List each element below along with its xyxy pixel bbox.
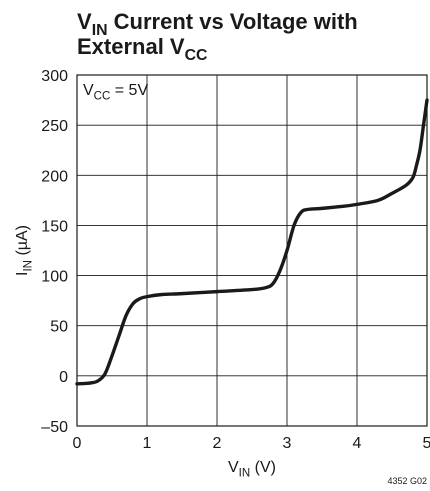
- title-line-1-main: V: [77, 9, 92, 34]
- series-group: [75, 98, 429, 386]
- x-tick-labels: 0 1 2 3 4 5: [73, 435, 430, 452]
- series-line-0: [75, 98, 429, 386]
- y-tick-label: 50: [50, 319, 68, 336]
- title-line-1-subscript: IN: [92, 22, 108, 39]
- title-line-2-subscript: CC: [185, 47, 208, 64]
- y-tick-label: –50: [41, 419, 68, 436]
- title-line-1: VIN Current vs Voltage with: [77, 9, 358, 39]
- y-tick-label: 300: [41, 68, 68, 85]
- y-tick-label: 100: [41, 269, 68, 286]
- x-axis-label-text-rest: (V): [250, 459, 276, 476]
- grid-lines: [77, 75, 427, 426]
- vcc-annotation-text-rest: = 5V: [110, 82, 148, 99]
- title-line-1-rest: Current vs Voltage with: [108, 9, 358, 34]
- x-axis-label-text-main: V: [228, 459, 239, 476]
- vcc-annotation: VCC = 5V: [83, 82, 148, 102]
- vcc-annotation-text-main: V: [83, 82, 94, 99]
- y-axis-label-text-main: I: [14, 272, 31, 276]
- x-axis-label-text: VIN (V): [228, 459, 276, 479]
- title-line-2-main: External V: [77, 34, 185, 59]
- figure-id: 4352 G02: [387, 476, 427, 486]
- x-tick-label: 3: [283, 435, 292, 452]
- y-axis-label-text-subscript: IN: [22, 260, 34, 272]
- title-line-2: External VCC: [77, 34, 207, 64]
- vcc-annotation-text-subscript: CC: [94, 90, 111, 102]
- x-tick-label: 4: [353, 435, 362, 452]
- y-tick-label: 200: [41, 168, 68, 185]
- vcc-annotation-text: VCC = 5V: [83, 82, 148, 102]
- y-tick-label: 0: [59, 369, 68, 386]
- x-tick-label: 1: [143, 435, 152, 452]
- y-axis-label-text: IIN (µA): [14, 225, 34, 276]
- x-tick-label: 5: [423, 435, 430, 452]
- y-axis-label-text-rest: (µA): [14, 225, 31, 260]
- x-tick-label: 2: [213, 435, 222, 452]
- x-tick-label: 0: [73, 435, 82, 452]
- x-axis-label: VIN (V): [228, 459, 276, 479]
- y-axis-label: IIN (µA): [14, 225, 34, 276]
- y-tick-labels: –50 0 50 100 150 200 250 300: [41, 68, 68, 436]
- y-tick-label: 250: [41, 118, 68, 135]
- x-axis-label-text-subscript: IN: [239, 467, 251, 479]
- plot-frame: [76, 74, 428, 427]
- y-tick-label: 150: [41, 218, 68, 235]
